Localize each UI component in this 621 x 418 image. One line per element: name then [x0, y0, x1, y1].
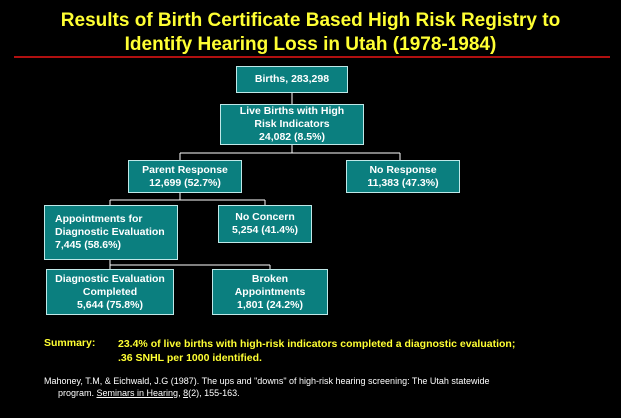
node-broken-appointments-line-2: Appointments	[234, 285, 306, 298]
node-diagnostic-completed-line-2: Completed	[82, 285, 138, 298]
node-diagnostic-completed-line-3: 5,644 (75.8%)	[77, 298, 143, 311]
node-appointments-line-1: Appointments for	[55, 213, 143, 225]
summary-text: 23.4% of live births with high-risk indi…	[118, 337, 515, 365]
node-no-response-line-1: No Response	[369, 163, 437, 176]
citation-volume: 8	[183, 388, 189, 398]
node-no-concern: No Concern 5,254 (41.4%)	[218, 205, 312, 243]
citation-line-1: Mahoney, T.M, & Eichwald, J.G (1987). Th…	[44, 376, 490, 386]
node-diagnostic-completed: Diagnostic Evaluation Completed 5,644 (7…	[46, 269, 174, 315]
node-live-births-line-2: Risk Indicators	[254, 118, 330, 130]
node-no-response: No Response 11,383 (47.3%)	[346, 160, 460, 193]
node-no-concern-line-1: No Concern	[235, 211, 295, 223]
node-appointments-line-2: Diagnostic Evaluation	[55, 226, 165, 238]
node-diagnostic-completed-line-1: Diagnostic Evaluation	[55, 272, 165, 285]
node-broken-appointments-line-3: 1,801 (24.2%)	[237, 298, 303, 311]
node-broken-appointments: Broken Appointments 1,801 (24.2%)	[212, 269, 328, 315]
summary-label: Summary:	[44, 337, 96, 349]
node-appointments-line-3: 7,445 (58.6%)	[55, 239, 121, 251]
node-appointments: Appointments for Diagnostic Evaluation 7…	[44, 205, 178, 260]
node-parent-response-line-1: Parent Response	[142, 163, 228, 176]
citation-part-4: (2), 155-163.	[188, 388, 240, 398]
citation-journal: Seminars in Hearing	[96, 388, 179, 398]
node-live-births-line-3: 24,082 (8.5%)	[259, 131, 325, 143]
node-no-response-line-2: 11,383 (47.3%)	[367, 176, 439, 189]
node-broken-appointments-line-1: Broken	[251, 272, 289, 285]
slide-title-line-1: Results of Birth Certificate Based High …	[60, 10, 561, 31]
node-live-births: Live Births with High Risk Indicators 24…	[220, 104, 364, 145]
slide-title-line-2: Identify Hearing Loss in Utah (1978-1984…	[124, 34, 497, 55]
node-parent-response: Parent Response 12,699 (52.7%)	[128, 160, 242, 193]
node-live-births-line-1: Live Births with High	[239, 105, 345, 117]
citation: Mahoney, T.M, & Eichwald, J.G (1987). Th…	[44, 375, 489, 399]
citation-part-2: program.	[58, 388, 97, 398]
title-divider	[14, 56, 610, 58]
node-no-concern-line-2: 5,254 (41.4%)	[232, 224, 298, 236]
node-births-line-1: Births, 283,298	[254, 73, 330, 85]
citation-part-3: ,	[178, 388, 184, 398]
summary-line-2: .36 SNHL per 1000 identified.	[118, 352, 262, 364]
node-births: Births, 283,298	[236, 66, 348, 93]
node-parent-response-line-2: 12,699 (52.7%)	[149, 176, 221, 189]
summary-line-1: 23.4% of live births with high-risk indi…	[118, 338, 516, 350]
